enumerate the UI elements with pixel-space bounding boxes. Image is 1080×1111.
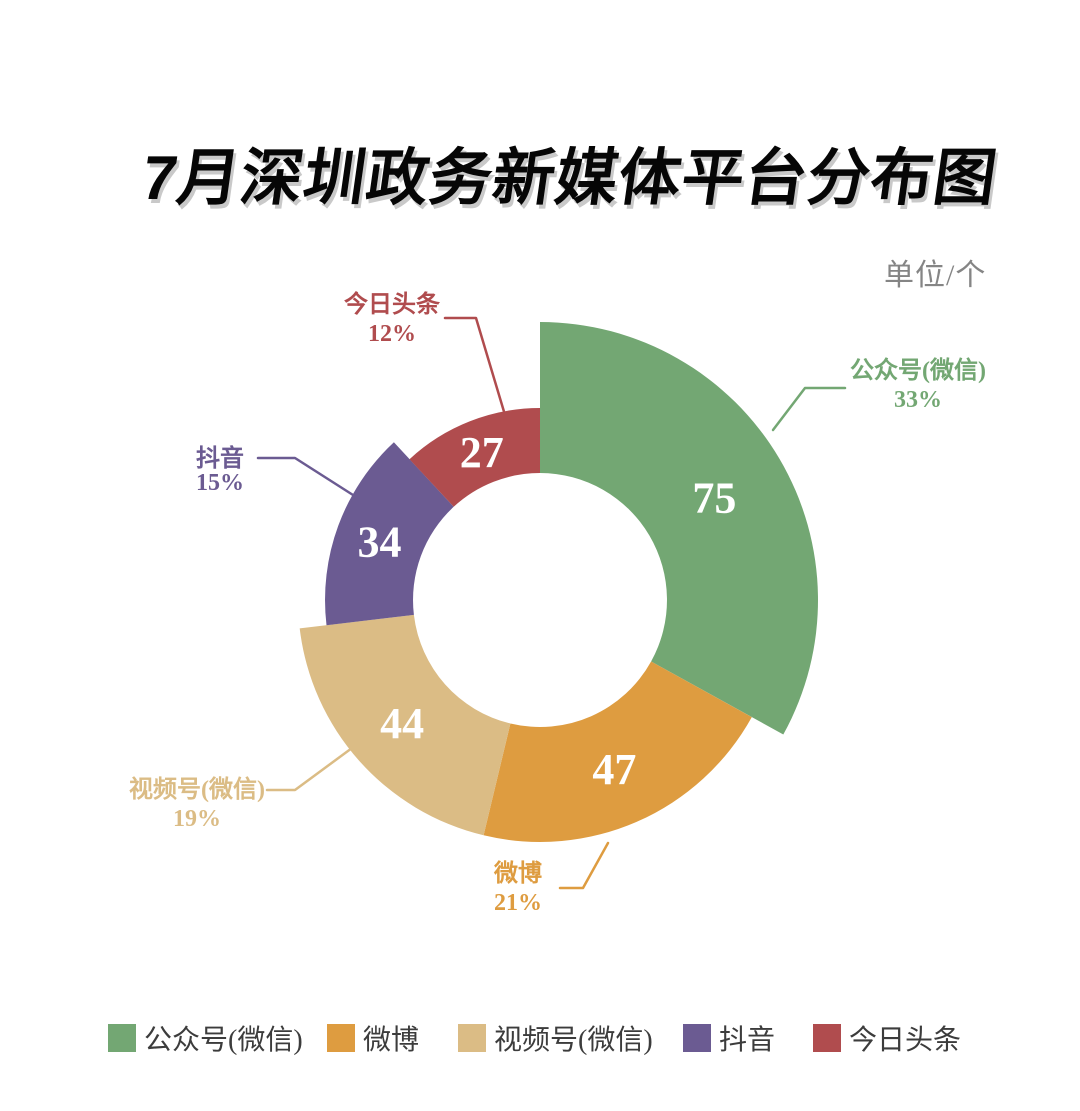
callout-name-label: 公众号(微信)	[850, 356, 986, 384]
legend-swatch-tan	[458, 1024, 486, 1052]
legend-label: 今日头条	[849, 1025, 962, 1056]
legend-swatch-red	[813, 1024, 841, 1052]
legend-item: 抖音	[683, 1018, 775, 1058]
legend-swatch-purple	[683, 1024, 711, 1052]
slice-value-label: 75	[692, 474, 736, 523]
legend-item: 视频号(微信)	[458, 1018, 653, 1058]
callout-name-label: 微博	[493, 859, 542, 887]
callout-percent-label: 19%	[173, 806, 221, 832]
callout-line	[558, 841, 610, 890]
callout-percent-label: 15%	[196, 470, 244, 496]
callout-percent-label: 33%	[894, 387, 942, 413]
legend-item: 微博	[327, 1018, 419, 1058]
callout-percent-label: 12%	[368, 321, 416, 347]
legend-label: 抖音	[719, 1025, 776, 1056]
legend-item: 今日头条	[813, 1018, 961, 1058]
pie-slice-3	[325, 442, 454, 626]
pie-slice-2	[299, 614, 511, 836]
unit-label: 单位/个	[884, 259, 987, 292]
legend-label: 微博	[363, 1025, 420, 1056]
pie-slice-1	[483, 661, 752, 842]
slice-value-label: 27	[460, 428, 504, 477]
slice-value-label: 47	[592, 745, 636, 794]
callout-name-label: 视频号(微信)	[129, 775, 265, 803]
chart-legend: 公众号(微信) 微博 视频号(微信) 抖音 今日头条	[0, 1018, 1080, 1056]
legend-label: 公众号(微信)	[144, 1025, 303, 1056]
callout-name-label: 抖音	[196, 444, 244, 472]
slice-value-label: 44	[380, 699, 424, 748]
pie-slice-4	[409, 408, 540, 507]
callout-name-label: 今日头条	[344, 290, 441, 318]
callout-line	[256, 456, 355, 497]
callout-line	[265, 746, 354, 792]
pie-slice-0	[540, 322, 819, 735]
callout-line	[443, 316, 507, 417]
legend-item: 公众号(微信)	[108, 1018, 303, 1058]
callout-line	[771, 386, 847, 432]
legend-label: 视频号(微信)	[494, 1025, 653, 1056]
slice-value-label: 34	[358, 517, 402, 566]
legend-swatch-orange	[327, 1024, 355, 1052]
callout-percent-label: 21%	[494, 890, 542, 916]
legend-swatch-green	[108, 1024, 136, 1052]
